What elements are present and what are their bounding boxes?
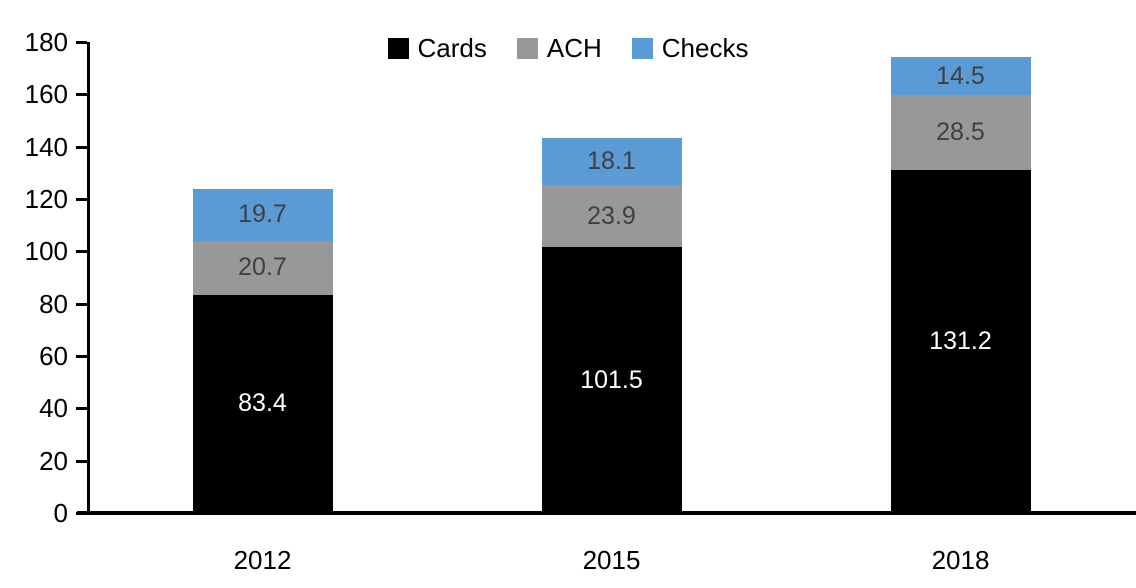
legend-label-cards: Cards [417,33,487,63]
data-label-cards-2018: 131.2 [929,326,992,355]
data-label-ach-2015: 23.9 [587,201,636,230]
bar-segment-checks-2015: 18.1 [541,137,682,185]
y-tick-label-40: 40 [39,393,68,424]
bar-segment-ach-2018: 28.5 [890,95,1031,170]
bar-segment-ach-2012: 20.7 [192,240,333,295]
y-tick-mark [76,512,87,515]
x-tick-label-2018: 2018 [931,545,990,575]
bar-segment-checks-2018: 14.5 [890,57,1031,96]
y-axis-line [87,42,90,515]
x-tick-label-2015: 2015 [582,545,641,575]
y-tick-label-60: 60 [39,341,68,371]
x-axis-line [77,511,1136,515]
y-tick-mark [76,459,87,463]
y-tick-mark [76,355,87,358]
legend-item-checks: Checks [631,33,749,64]
y-tick-label-140: 140 [24,131,68,162]
y-tick-mark [76,250,87,254]
y-tick-label-180: 180 [24,27,68,57]
data-label-checks-2018: 14.5 [936,61,985,90]
legend-label-checks: Checks [661,33,749,63]
y-tick-label-120: 120 [24,184,68,214]
legend: Cards ACH Checks [0,33,1136,64]
data-label-checks-2012: 19.7 [238,200,287,229]
y-tick-mark [76,93,87,97]
y-tick-mark [76,145,87,149]
y-tick-label-20: 20 [39,445,68,476]
data-label-cards-2012: 83.4 [238,389,287,418]
bar-segment-cards-2015: 101.5 [541,247,682,513]
data-label-cards-2015: 101.5 [580,365,643,394]
legend-swatch-ach [516,38,538,59]
bar-segment-checks-2012: 19.7 [192,189,333,241]
data-label-ach-2012: 20.7 [238,253,287,282]
y-tick-label-0: 0 [53,498,68,528]
y-tick-label-160: 160 [24,79,68,110]
y-tick-mark [76,302,87,306]
legend-item-cards: Cards [387,33,487,64]
data-label-checks-2015: 18.1 [587,146,636,175]
y-tick-label-80: 80 [39,288,68,319]
legend-item-ach: ACH [516,33,602,64]
legend-swatch-checks [631,38,653,59]
legend-label-ach: ACH [546,33,602,63]
y-tick-mark [76,41,87,44]
bar-segment-cards-2012: 83.4 [192,294,333,513]
y-tick-label-100: 100 [24,236,68,267]
bar-segment-cards-2018: 131.2 [890,169,1031,513]
data-label-ach-2018: 28.5 [936,117,985,146]
x-tick-label-2012: 2012 [233,545,292,575]
y-tick-mark [76,407,87,411]
y-tick-mark [76,198,87,201]
legend-swatch-cards [387,38,409,59]
bar-segment-ach-2015: 23.9 [541,184,682,248]
